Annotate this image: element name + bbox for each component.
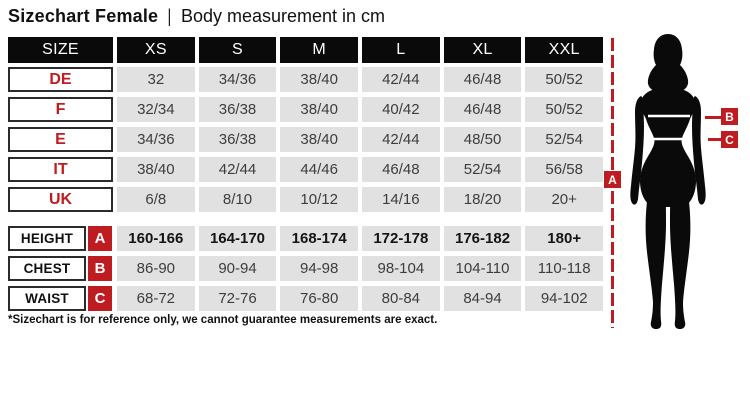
table-row-chest: CHEST B 86-90 90-94 94-98 98-104 104-110 110-11… (8, 256, 604, 281)
female-silhouette (630, 34, 706, 329)
marker-badge-c: C (88, 286, 112, 311)
table-row-height: HEIGHT A 160-166 164-170 168-174 172-178 176-1… (8, 226, 604, 251)
column-header-size: SIZE (8, 37, 113, 63)
value-cell: 168-174 (280, 226, 359, 251)
value-cell: 34/36 (117, 127, 195, 152)
value-cell: 38/40 (280, 97, 359, 122)
row-label-cell: E (8, 127, 113, 152)
value-cell: 32 (117, 67, 195, 92)
value-cell: 52/54 (525, 127, 604, 152)
marker-c-badge: C (721, 131, 738, 148)
row-label-e: E (8, 127, 113, 152)
row-label-cell: IT (8, 157, 113, 182)
value-cell: 42/44 (362, 67, 440, 92)
value-cell: 94-102 (525, 286, 604, 311)
column-header-xxl: XXL (525, 37, 604, 63)
size-table: SIZE XS S M L XL XXL DE 32 34/36 38/40 42/44 46/48 50… (8, 37, 604, 316)
value-cell: 172-178 (362, 226, 440, 251)
value-cell: 94-98 (280, 256, 359, 281)
value-cell: 14/16 (362, 187, 440, 212)
value-cell: 164-170 (198, 226, 277, 251)
title-main: Sizechart Female (8, 6, 159, 26)
value-cell: 48/50 (443, 127, 522, 152)
row-label-waist: WAIST (8, 286, 86, 311)
column-header-m: M (280, 37, 359, 63)
value-cell: 52/54 (443, 157, 522, 182)
table-row-waist: WAIST C 68-72 72-76 76-80 80-84 84-94 94-102 (8, 286, 604, 311)
row-label-cell: DE (8, 67, 113, 92)
value-cell: 98-104 (362, 256, 440, 281)
value-cell: 104-110 (443, 256, 522, 281)
value-cell: 56/58 (525, 157, 604, 182)
row-label-cell: WAIST C (8, 286, 113, 311)
value-cell: 8/10 (198, 187, 277, 212)
title-subtitle: Body measurement in cm (180, 6, 386, 26)
row-label-height: HEIGHT (8, 226, 86, 251)
value-cell: 20+ (525, 187, 604, 212)
table-section-spacer (8, 217, 603, 226)
value-cell: 90-94 (198, 256, 277, 281)
value-cell: 10/12 (280, 187, 359, 212)
value-cell: 42/44 (198, 157, 277, 182)
row-label-cell: UK (8, 187, 113, 212)
row-label-cell: HEIGHT A (8, 226, 113, 251)
column-header-xs: XS (117, 37, 195, 63)
title-separator: | (167, 6, 172, 26)
column-header-xl: XL (443, 37, 522, 63)
table-header-row: SIZE XS S M L XL XXL (8, 37, 604, 63)
marker-badge-a: A (88, 226, 112, 251)
row-label-cell: CHEST B (8, 256, 113, 281)
row-label-it: IT (8, 157, 113, 182)
marker-badge-b: B (88, 256, 112, 281)
value-cell: 38/40 (280, 127, 359, 152)
row-label-de: DE (8, 67, 113, 92)
value-cell: 46/48 (443, 97, 522, 122)
value-cell: 46/48 (443, 67, 522, 92)
value-cell: 38/40 (117, 157, 195, 182)
value-cell: 110-118 (525, 256, 604, 281)
footnote: *Sizechart is for reference only, we can… (8, 314, 438, 326)
table-row-e: E 34/36 36/38 38/40 42/44 48/50 52/54 (8, 127, 604, 152)
value-cell: 42/44 (362, 127, 440, 152)
table-row-f: F 32/34 36/38 38/40 40/42 46/48 50/52 (8, 97, 604, 122)
value-cell: 36/38 (198, 97, 277, 122)
value-cell: 84-94 (443, 286, 522, 311)
table-row-de: DE 32 34/36 38/40 42/44 46/48 50/52 (8, 67, 604, 92)
value-cell: 38/40 (280, 67, 359, 92)
value-cell: 80-84 (362, 286, 440, 311)
value-cell: 68-72 (117, 286, 195, 311)
page-title: Sizechart Female | Body measurement in c… (8, 6, 385, 27)
value-cell: 36/38 (198, 127, 277, 152)
value-cell: 76-80 (280, 286, 359, 311)
waist-measure-connector (708, 138, 721, 141)
value-cell: 180+ (525, 226, 604, 251)
value-cell: 6/8 (117, 187, 195, 212)
column-header-l: L (362, 37, 440, 63)
table-row-uk: UK 6/8 8/10 10/12 14/16 18/20 20+ (8, 187, 604, 212)
value-cell: 18/20 (443, 187, 522, 212)
table-row-it: IT 38/40 42/44 44/46 46/48 52/54 56/58 (8, 157, 604, 182)
row-label-uk: UK (8, 187, 113, 212)
value-cell: 40/42 (362, 97, 440, 122)
column-header-s: S (198, 37, 277, 63)
value-cell: 32/34 (117, 97, 195, 122)
value-cell: 176-182 (443, 226, 522, 251)
value-cell: 72-76 (198, 286, 277, 311)
row-label-chest: CHEST (8, 256, 86, 281)
chest-measure-connector (705, 116, 721, 119)
value-cell: 34/36 (198, 67, 277, 92)
value-cell: 50/52 (525, 97, 604, 122)
value-cell: 44/46 (280, 157, 359, 182)
marker-b-badge: B (721, 108, 738, 125)
marker-a-badge: A (604, 171, 621, 188)
value-cell: 50/52 (525, 67, 604, 92)
value-cell: 86-90 (117, 256, 195, 281)
row-label-cell: F (8, 97, 113, 122)
value-cell: 160-166 (117, 226, 195, 251)
value-cell: 46/48 (362, 157, 440, 182)
row-label-f: F (8, 97, 113, 122)
